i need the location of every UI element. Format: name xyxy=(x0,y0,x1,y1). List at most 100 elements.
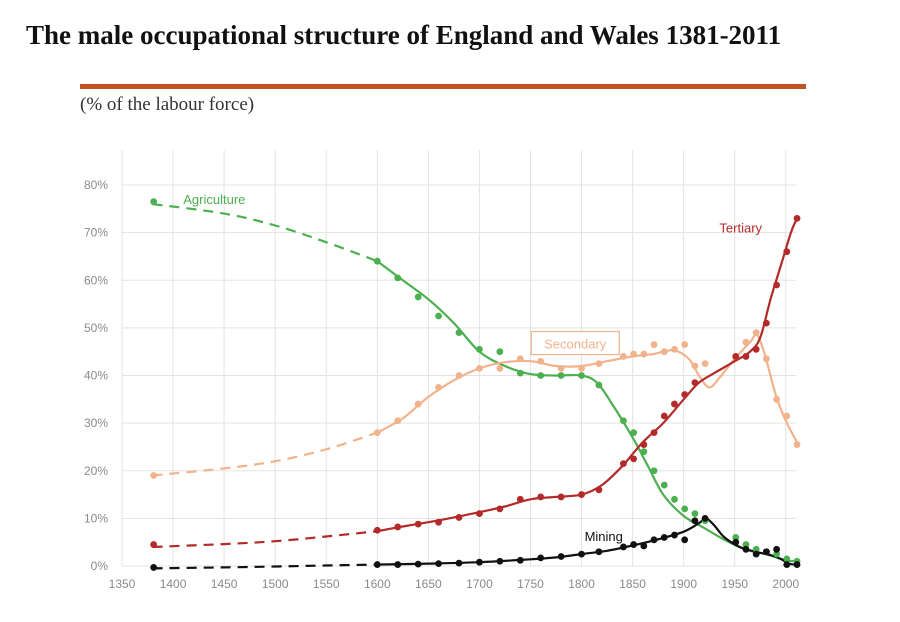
mining-data-point xyxy=(732,538,740,546)
agriculture-data-point xyxy=(752,545,760,553)
agriculture-data-point xyxy=(773,550,780,558)
secondary-data-point xyxy=(742,338,750,346)
tertiary-data-point xyxy=(783,248,791,256)
secondary-data-point xyxy=(455,372,463,379)
agriculture-data-point xyxy=(783,555,791,563)
secondary-data-point xyxy=(435,384,442,391)
mining-data-point xyxy=(455,559,463,567)
agriculture-data-point xyxy=(681,505,689,513)
mining-data-point xyxy=(650,536,658,544)
mining-data-point xyxy=(793,561,801,568)
mining-solid-line xyxy=(377,517,798,566)
tertiary-data-point xyxy=(752,345,760,353)
tertiary-data-point xyxy=(414,520,422,528)
mining-data-point xyxy=(414,560,422,568)
x-tick-label: 1900 xyxy=(670,577,697,591)
secondary-data-point xyxy=(620,353,627,360)
mining-data-point xyxy=(557,553,565,560)
agriculture-data-point xyxy=(620,417,627,425)
tertiary-data-point xyxy=(394,523,402,531)
tertiary-data-point xyxy=(660,412,668,420)
x-tick-label: 1750 xyxy=(517,577,544,591)
tertiary-data-point xyxy=(620,460,627,468)
agriculture-data-point xyxy=(496,348,504,356)
x-tick-label: 1550 xyxy=(313,577,340,591)
tertiary-data-point xyxy=(537,493,545,501)
agriculture-data-point xyxy=(537,372,545,379)
tertiary-data-point xyxy=(681,391,689,398)
x-tick-label: 1450 xyxy=(211,577,238,591)
agriculture-data-point xyxy=(557,372,565,379)
mining-data-point xyxy=(660,534,668,541)
secondary-data-point xyxy=(476,364,483,372)
mining-data-point xyxy=(496,557,504,565)
secondary-data-point xyxy=(691,362,699,370)
tertiary-series-label: Tertiary xyxy=(719,221,762,236)
y-tick-label: 20% xyxy=(84,464,108,478)
secondary-data-point xyxy=(496,364,504,372)
secondary-label-box xyxy=(530,330,620,356)
y-tick-label: 70% xyxy=(84,226,108,240)
mining-dashed-line xyxy=(152,563,378,570)
agriculture-data-point xyxy=(150,198,158,206)
secondary-data-point xyxy=(394,417,402,425)
secondary-data-point xyxy=(630,350,638,358)
tertiary-data-point xyxy=(150,541,158,548)
tertiary-data-point xyxy=(476,510,483,518)
secondary-data-point xyxy=(595,360,603,367)
tertiary-data-point xyxy=(496,505,504,513)
tertiary-dashed-line xyxy=(152,530,378,549)
agriculture-data-point xyxy=(650,467,658,475)
tertiary-data-point xyxy=(557,493,565,501)
tertiary-data-point xyxy=(793,214,801,222)
secondary-data-point xyxy=(373,429,381,437)
x-tick-label: 1800 xyxy=(568,577,595,591)
tertiary-data-point xyxy=(435,518,442,526)
agriculture-data-point xyxy=(435,312,442,320)
mining-data-point xyxy=(783,561,791,568)
agriculture-data-point xyxy=(373,257,381,265)
y-tick-label: 0% xyxy=(91,559,109,573)
secondary-data-point xyxy=(793,441,801,448)
agriculture-data-point xyxy=(578,372,585,379)
secondary-series-label: Secondary xyxy=(544,337,607,352)
mining-data-point xyxy=(681,536,689,544)
agriculture-data-point xyxy=(640,448,648,456)
agriculture-data-point xyxy=(394,274,402,282)
mining-data-point xyxy=(640,542,648,550)
secondary-data-point xyxy=(516,355,524,363)
secondary-data-point xyxy=(557,364,565,372)
y-tick-label: 80% xyxy=(84,178,108,192)
agriculture-data-point xyxy=(516,369,524,377)
x-tick-label: 2000 xyxy=(772,577,799,591)
x-tick-label: 1650 xyxy=(415,577,442,591)
tertiary-data-point xyxy=(732,353,740,360)
secondary-data-point xyxy=(773,395,780,403)
tertiary-data-point xyxy=(691,379,699,387)
agriculture-data-point xyxy=(455,329,463,337)
mining-data-point xyxy=(516,556,524,564)
secondary-data-point xyxy=(681,341,689,348)
x-tick-label: 1950 xyxy=(721,577,748,591)
secondary-data-point xyxy=(752,329,760,337)
tertiary-data-point xyxy=(373,526,381,534)
agriculture-data-point xyxy=(414,293,422,301)
agriculture-series-label: Agriculture xyxy=(183,192,245,207)
mining-data-point xyxy=(671,531,678,539)
mining-data-point xyxy=(742,545,750,553)
tertiary-data-point xyxy=(455,514,463,521)
mining-data-point xyxy=(537,554,545,562)
mining-data-point xyxy=(150,564,158,571)
tertiary-data-point xyxy=(671,400,678,408)
x-tick-label: 1500 xyxy=(262,577,289,591)
page-title: The male occupational structure of Engla… xyxy=(26,20,782,50)
agriculture-solid-line xyxy=(376,260,798,563)
x-tick-label: 1350 xyxy=(109,577,136,591)
agriculture-data-point xyxy=(660,481,668,489)
tertiary-data-point xyxy=(640,441,648,448)
tertiary-data-point xyxy=(650,429,658,437)
tertiary-data-point xyxy=(762,319,770,327)
secondary-data-point xyxy=(671,345,678,353)
secondary-data-point xyxy=(537,357,545,365)
